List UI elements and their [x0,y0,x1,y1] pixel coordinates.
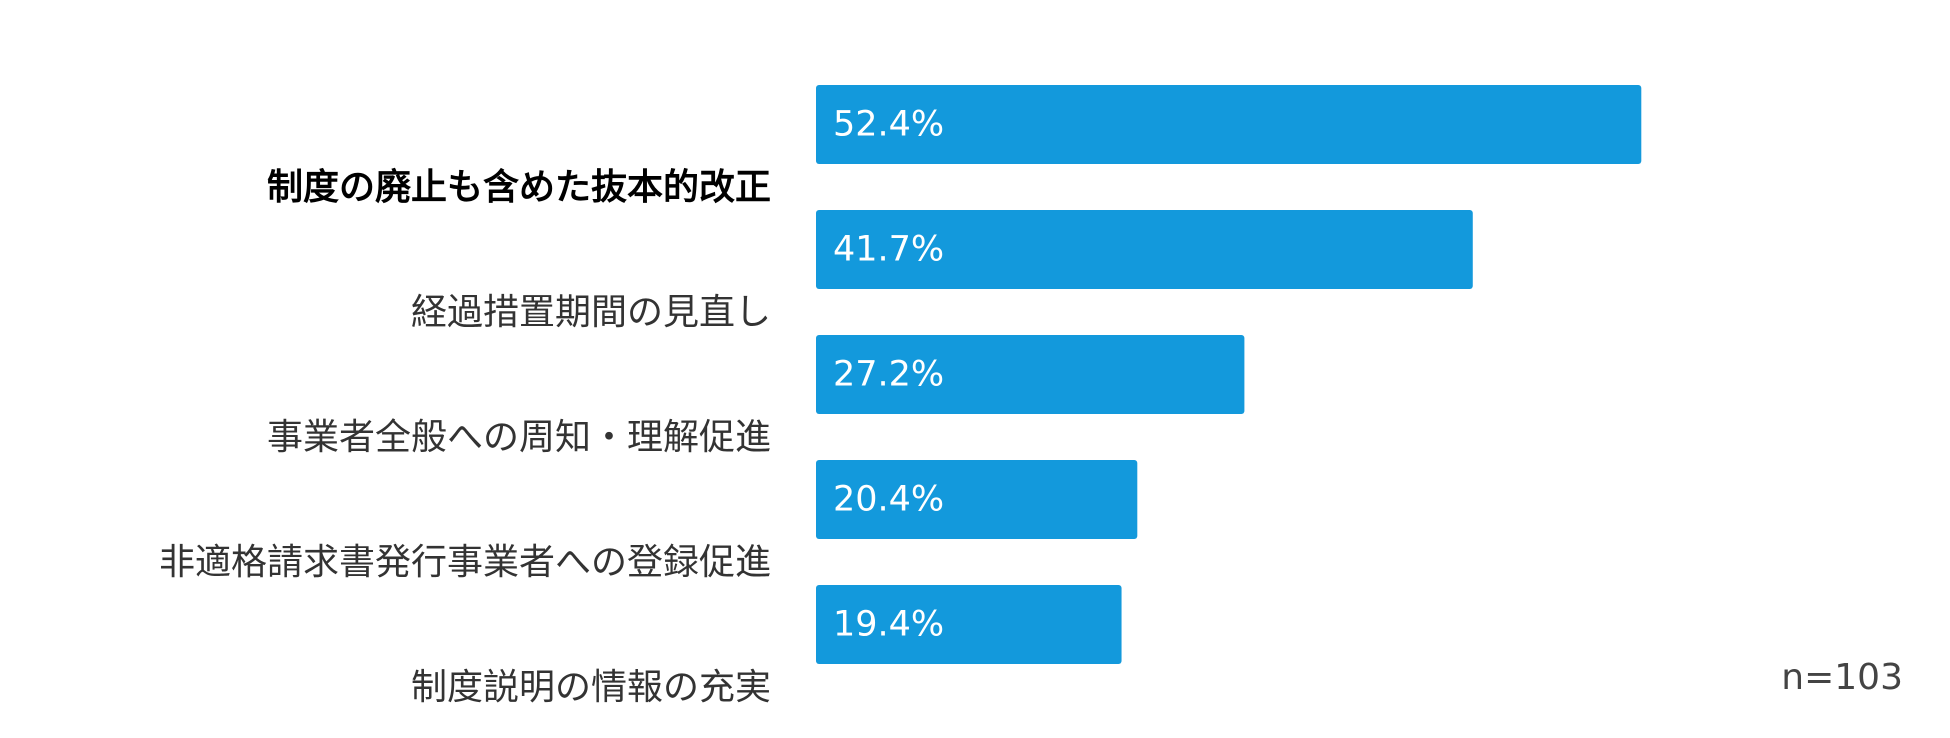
value-label: 41.7% [833,230,944,270]
category-label: 制度説明の情報の充実 [411,667,771,708]
bar [816,460,1138,539]
bar [816,85,1642,164]
annotation: n=103 [1781,657,1903,698]
value-label: 19.4% [833,605,944,645]
category-label: 事業者全般への周知・理解促進 [267,417,771,458]
bar [816,210,1473,289]
value-label: 20.4% [833,480,944,520]
value-label: 52.4% [833,105,944,145]
category-label: 制度の廃止も含めた抜本的改正 [267,167,771,208]
value-label: 27.2% [833,355,944,395]
bar [816,335,1245,414]
category-label: 経過措置期間の見直し [411,292,771,333]
category-label: 非適格請求書発行事業者への登録促進 [159,542,771,583]
bar [816,585,1122,664]
